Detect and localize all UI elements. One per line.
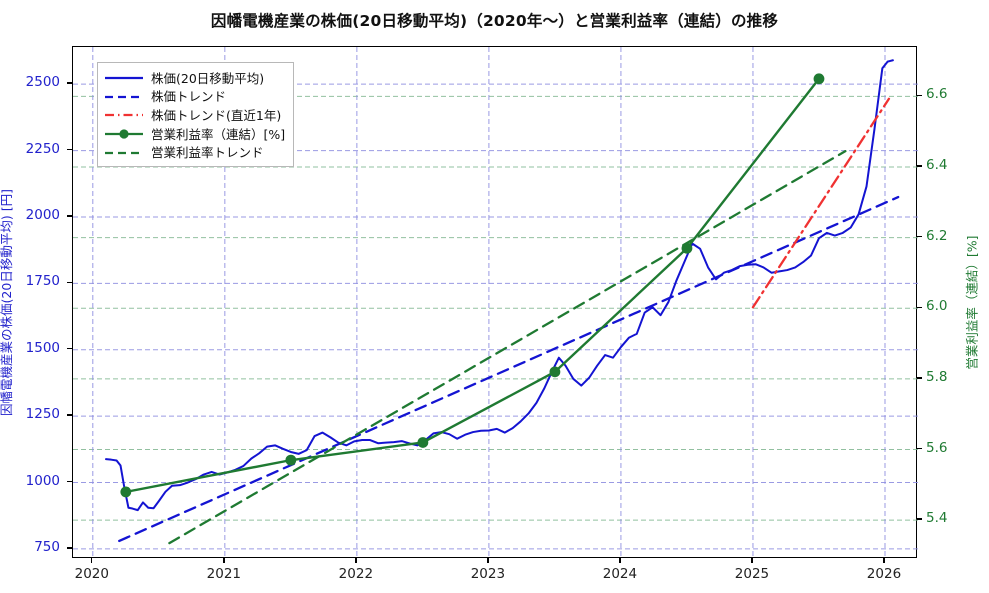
left-tick-label: 1000	[25, 472, 60, 489]
x-tick-label: 2024	[602, 566, 638, 582]
x-tick-label: 2022	[338, 566, 374, 582]
series-price-trend-recent	[751, 97, 891, 309]
legend-swatch-icon	[104, 126, 144, 140]
legend-swatch-icon	[104, 145, 144, 159]
legend-swatch-icon	[104, 70, 144, 84]
chart-title: 因幡電機産業の株価(20日移動平均)（2020年〜）と営業利益率（連結）の推移	[210, 12, 779, 30]
left-tick-mark	[67, 414, 72, 416]
right-tick-mark	[917, 94, 922, 97]
legend-item: 営業利益率（連結）[%]	[104, 124, 285, 143]
legend-swatch-icon	[104, 89, 144, 103]
x-tick-mark	[223, 558, 225, 563]
right-tick-label: 5.6	[926, 439, 948, 456]
x-tick-label: 2023	[470, 566, 506, 582]
legend-label: 株価(20日移動平均)	[151, 70, 265, 86]
data-series-layer	[105, 59, 900, 545]
x-tick-mark	[487, 558, 489, 563]
right-tick-mark	[917, 377, 922, 379]
left-tick-label: 2250	[25, 140, 60, 157]
left-tick-mark	[67, 348, 72, 350]
x-tick-mark	[619, 558, 621, 563]
left-tick-mark	[67, 215, 72, 217]
data-point-marker	[417, 437, 429, 448]
right-tick-label: 6.2	[926, 227, 948, 244]
left-tick-mark	[67, 82, 72, 84]
series-margin	[124, 77, 821, 494]
x-tick-label: 2021	[206, 566, 241, 582]
right-tick-label: 5.8	[926, 368, 948, 385]
legend-label: 株価トレンド	[151, 89, 227, 105]
data-point-marker	[549, 366, 561, 378]
legend-item: 営業利益率トレンド	[104, 142, 285, 161]
right-tick-label: 6.0	[926, 298, 948, 315]
right-tick-mark	[917, 447, 922, 450]
right-tick-label: 6.4	[926, 157, 948, 174]
series-price-trend	[118, 195, 900, 543]
legend-label: 株価トレンド(直近1年)	[151, 107, 282, 123]
data-point-marker	[681, 242, 693, 254]
series-margin-trend	[168, 150, 847, 545]
x-tick-mark	[751, 558, 753, 563]
right-tick-mark	[917, 306, 922, 308]
data-point-marker	[285, 454, 297, 466]
left-tick-mark	[67, 547, 72, 549]
left-tick-label: 750	[34, 538, 60, 555]
right-tick-mark	[917, 165, 922, 167]
x-tick-mark	[355, 558, 357, 563]
left-tick-label: 1250	[25, 406, 60, 423]
left-tick-label: 1750	[25, 273, 60, 290]
legend-label: 営業利益率（連結）[%]	[151, 126, 286, 142]
left-tick-label: 2000	[25, 206, 60, 223]
legend-swatch-icon	[104, 107, 144, 121]
data-markers-layer	[120, 73, 825, 498]
left-tick-label: 1500	[25, 339, 60, 356]
left-tick-label: 2500	[25, 74, 60, 91]
legend-item: 株価トレンド	[104, 87, 285, 106]
x-tick-mark	[91, 558, 93, 563]
left-tick-mark	[67, 281, 72, 284]
legend-item: 株価トレンド(直近1年)	[104, 105, 285, 124]
right-tick-mark	[917, 518, 922, 520]
x-tick-label: 2026	[866, 566, 902, 582]
series-price	[105, 59, 894, 512]
x-tick-label: 2020	[74, 566, 109, 582]
left-tick-mark	[67, 148, 72, 151]
legend-label: 営業利益率トレンド	[151, 145, 264, 161]
right-tick-mark	[917, 235, 922, 238]
legend-item: 株価(20日移動平均)	[104, 68, 285, 87]
x-tick-label: 2025	[734, 566, 770, 582]
x-tick-mark	[883, 558, 885, 563]
chart-legend: 株価(20日移動平均) 株価トレンド株価トレンド(直近1年) 営業利益率（連結）[%…	[97, 62, 295, 167]
right-tick-label: 6.6	[926, 86, 948, 103]
data-point-marker	[813, 73, 825, 85]
left-tick-mark	[67, 480, 72, 483]
data-point-marker	[120, 486, 132, 498]
right-tick-label: 5.4	[926, 510, 948, 527]
